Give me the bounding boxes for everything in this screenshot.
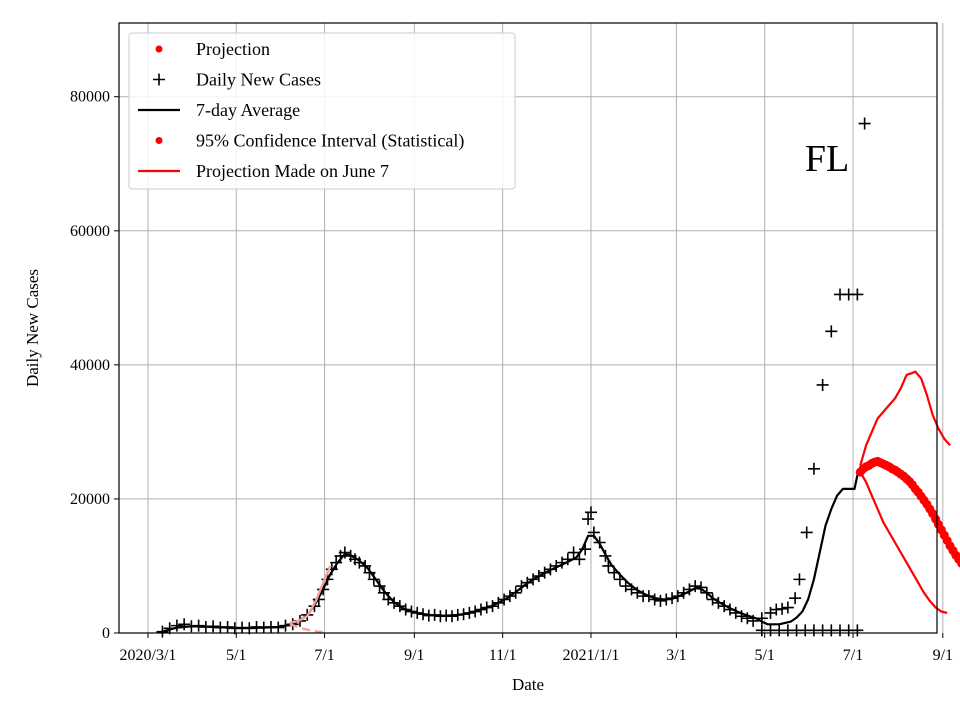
series-projection-made-on-june-7 <box>289 565 332 625</box>
data-point <box>781 601 794 614</box>
series-line <box>859 471 948 614</box>
data-point <box>689 580 702 593</box>
data-point <box>584 506 597 519</box>
series-june-7-ci-lower <box>289 623 325 634</box>
data-point <box>776 602 789 615</box>
data-point <box>377 586 390 599</box>
series-projection <box>855 456 960 568</box>
series-confidence-upper <box>859 370 951 466</box>
data-point <box>582 513 595 526</box>
data-point <box>851 624 864 637</box>
y-axis: 0 20000 40000 60000 80000 <box>70 89 119 642</box>
legend-dot <box>155 137 163 144</box>
y-tick-label: 80000 <box>70 89 110 106</box>
x-tick-label: 7/1 <box>843 647 863 664</box>
legend-label: Projection Made on June 7 <box>196 161 389 181</box>
data-point <box>858 117 871 130</box>
x-axis: 2020/3/1 5/1 7/1 9/1 11/1 2021/1/1 3/1 5/1 7/1 9/… <box>120 633 953 664</box>
series-line <box>162 468 860 633</box>
state-label: FL <box>805 138 849 180</box>
data-point <box>793 573 806 586</box>
x-tick-label: 11/1 <box>489 647 517 664</box>
plot-frame <box>118 22 938 634</box>
projection-point <box>957 559 960 568</box>
data-point <box>800 526 813 539</box>
series-line <box>859 370 951 466</box>
data-point <box>789 592 802 605</box>
data-point <box>178 618 191 631</box>
x-tick-label: 2021/1/1 <box>563 647 620 664</box>
x-tick-label: 7/1 <box>314 647 334 664</box>
y-tick-label: 60000 <box>70 223 110 240</box>
legend-label: Projection <box>196 39 270 59</box>
plot-series <box>156 117 960 638</box>
x-tick-label: 3/1 <box>666 647 686 664</box>
legend-dot <box>155 45 163 53</box>
legend-entry: Projection Made on June 7 <box>138 161 389 181</box>
data-point <box>573 553 586 566</box>
x-axis-label: Date <box>512 675 544 694</box>
y-axis-label: Daily New Cases <box>23 269 42 387</box>
legend-label: 7-day Average <box>196 100 300 120</box>
data-point <box>567 546 580 559</box>
data-point <box>170 619 183 632</box>
data-point <box>807 462 820 475</box>
series-7-day-average <box>162 468 860 633</box>
legend-entry: Daily New Cases <box>153 70 321 90</box>
y-tick-label: 20000 <box>70 491 110 508</box>
legend: Projection Daily New Cases 7-day Average 95… <box>128 32 516 190</box>
data-point <box>741 612 754 625</box>
x-tick-label: 5/1 <box>754 647 774 664</box>
legend-entry: Projection <box>155 39 270 59</box>
data-point <box>851 288 864 301</box>
legend-label: Daily New Cases <box>196 70 321 90</box>
x-tick-label: 9/1 <box>404 647 424 664</box>
data-point <box>816 378 829 391</box>
data-point <box>654 594 667 607</box>
legend-label: 95% Confidence Interval (Statistical) <box>196 131 464 152</box>
data-point <box>825 325 838 338</box>
legend-box <box>128 32 516 190</box>
legend-entry: 95% Confidence Interval (Statistical) <box>155 131 464 152</box>
series-line <box>289 623 325 634</box>
data-point <box>363 566 376 579</box>
legend-entry: 7-day Average <box>138 100 300 120</box>
y-tick-label: 0 <box>102 625 110 642</box>
x-tick-label: 9/1 <box>933 647 953 664</box>
legend-plus <box>153 73 165 86</box>
y-tick-label: 40000 <box>70 357 110 374</box>
x-tick-label: 2020/3/1 <box>120 647 177 664</box>
x-tick-label: 5/1 <box>226 647 246 664</box>
series-line <box>289 565 332 625</box>
series-confidence-lower <box>859 471 948 614</box>
